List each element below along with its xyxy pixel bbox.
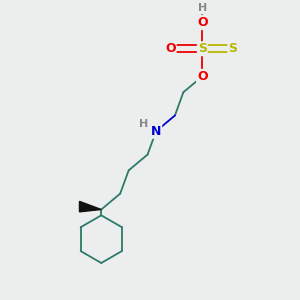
Text: H: H <box>198 3 207 13</box>
Text: O: O <box>197 16 208 29</box>
Text: O: O <box>165 42 176 55</box>
Polygon shape <box>80 201 101 212</box>
Text: H: H <box>139 119 148 129</box>
Text: S: S <box>228 42 237 55</box>
Text: S: S <box>198 42 207 55</box>
Text: N: N <box>151 125 161 138</box>
Text: O: O <box>197 70 208 83</box>
